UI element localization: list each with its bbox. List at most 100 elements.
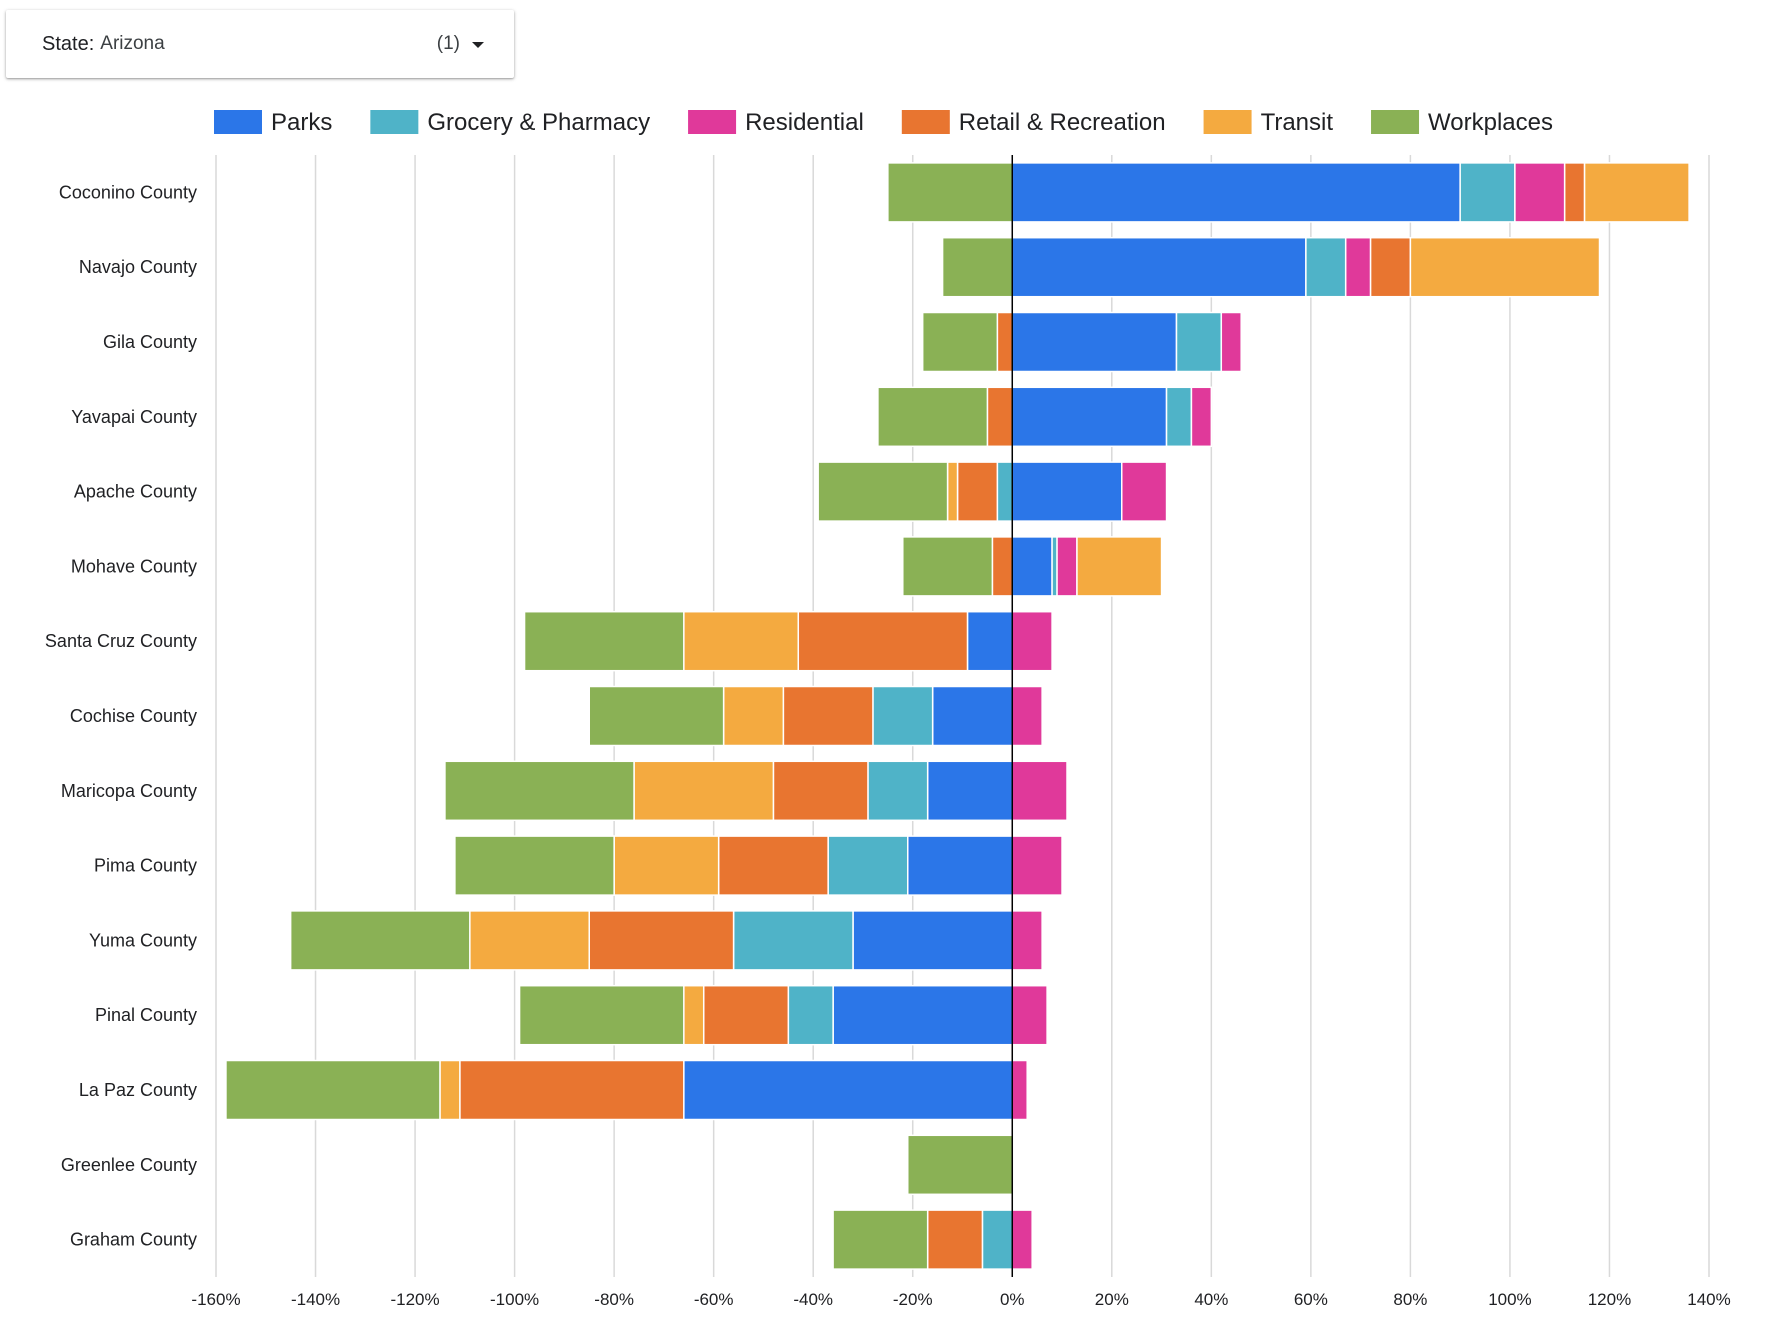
x-tick-label: 0% <box>1000 1290 1025 1309</box>
bar-residential <box>1011 685 1043 747</box>
legend-swatch <box>901 110 950 134</box>
bar-workplaces <box>832 1209 929 1270</box>
bar-grocery-pharmacy <box>1165 386 1193 448</box>
legend-label: Workplaces <box>1428 109 1553 136</box>
legend-swatch <box>688 110 737 134</box>
bar-parks <box>1011 386 1168 448</box>
x-tick-label: -60% <box>694 1290 734 1309</box>
bar-transit <box>1409 236 1601 298</box>
category-label: Graham County <box>70 1230 197 1250</box>
bar-retail-recreation <box>991 536 1014 597</box>
bar-transit <box>633 760 775 822</box>
bar-residential <box>1011 1059 1028 1121</box>
bar-transit <box>1583 162 1690 223</box>
filter-label: State: <box>42 32 95 55</box>
bar-parks <box>1011 236 1307 298</box>
bar-grocery-pharmacy <box>872 685 934 747</box>
bar-workplaces <box>444 760 635 822</box>
bar-workplaces <box>907 1134 1014 1196</box>
bar-retail-recreation <box>1563 162 1586 223</box>
legend-swatch <box>214 110 262 134</box>
bar-residential <box>1344 236 1372 298</box>
bar-workplaces <box>289 910 471 971</box>
bar-grocery-pharmacy <box>827 835 909 896</box>
bar-parks <box>1011 461 1123 522</box>
category-label: Cochise County <box>70 706 197 726</box>
bar-workplaces <box>523 610 685 672</box>
legend-swatch <box>370 110 419 134</box>
bar-transit <box>722 685 785 747</box>
category-label: Yuma County <box>89 930 197 950</box>
bar-retail-recreation <box>996 311 1014 373</box>
bar-grocery-pharmacy <box>981 1209 1014 1270</box>
category-label: Coconino County <box>59 182 197 202</box>
x-tick-label: 20% <box>1095 1290 1129 1309</box>
x-tick-label: -80% <box>594 1290 634 1309</box>
bar-retail-recreation <box>1369 236 1412 298</box>
x-tick-label: 120% <box>1588 1290 1631 1309</box>
bar-grocery-pharmacy <box>732 910 854 971</box>
bar-transit <box>1076 536 1163 597</box>
category-label: Gila County <box>103 332 197 352</box>
x-tick-label: -20% <box>893 1290 933 1309</box>
bar-residential <box>1011 760 1068 822</box>
bar-workplaces <box>588 685 725 747</box>
bar-workplaces <box>941 236 1014 298</box>
bar-workplaces <box>877 386 989 448</box>
bar-residential <box>1056 536 1078 597</box>
bar-grocery-pharmacy <box>1305 236 1347 298</box>
bar-parks <box>926 760 1014 822</box>
x-tick-label: -160% <box>191 1290 240 1309</box>
category-label: Apache County <box>74 482 197 502</box>
x-tick-label: -120% <box>390 1290 439 1309</box>
bar-transit <box>439 1059 461 1121</box>
bar-retail-recreation <box>797 610 969 672</box>
bar-retail-recreation <box>459 1059 685 1121</box>
bar-transit <box>946 461 959 522</box>
bar-workplaces <box>887 162 1014 223</box>
category-label: Yavapai County <box>71 407 197 427</box>
bar-workplaces <box>902 536 994 597</box>
x-tick-label: 140% <box>1687 1290 1730 1309</box>
legend-label: Grocery & Pharmacy <box>427 109 650 136</box>
bar-residential <box>1220 311 1242 373</box>
legend-label: Retail & Recreation <box>959 109 1166 136</box>
chevron-down-icon[interactable] <box>472 42 484 48</box>
bar-retail-recreation <box>956 461 999 522</box>
bar-residential <box>1514 162 1566 223</box>
bar-parks <box>852 910 1014 971</box>
legend-label: Residential <box>745 109 864 136</box>
x-tick-label: 40% <box>1194 1290 1228 1309</box>
x-tick-label: -140% <box>291 1290 340 1309</box>
bar-workplaces <box>454 835 615 896</box>
bar-grocery-pharmacy <box>867 760 929 822</box>
legend-label: Transit <box>1261 109 1334 136</box>
bar-retail-recreation <box>782 685 874 747</box>
state-filter-control[interactable]: State: Arizona (1) <box>6 10 514 78</box>
category-label: Pima County <box>94 856 197 876</box>
bar-transit <box>683 610 800 672</box>
bar-parks <box>1011 162 1461 223</box>
bar-retail-recreation <box>717 835 829 896</box>
bar-parks <box>966 610 1014 672</box>
legend-label: Parks <box>271 109 332 136</box>
bar-residential <box>1011 835 1063 896</box>
bar-parks <box>907 835 1014 896</box>
bar-grocery-pharmacy <box>1459 162 1516 223</box>
legend-swatch <box>1203 110 1252 134</box>
bar-parks <box>1011 536 1053 597</box>
bar-parks <box>683 1059 1014 1121</box>
x-tick-label: 60% <box>1294 1290 1328 1309</box>
bar-transit <box>683 984 705 1046</box>
x-tick-label: 100% <box>1488 1290 1531 1309</box>
category-label: Santa Cruz County <box>45 631 197 651</box>
bar-workplaces <box>225 1059 441 1121</box>
x-tick-label: -40% <box>793 1290 833 1309</box>
legend-swatch <box>1371 110 1420 134</box>
bar-retail-recreation <box>772 760 869 822</box>
category-label: Navajo County <box>79 257 197 277</box>
bar-grocery-pharmacy <box>1175 311 1223 373</box>
bar-workplaces <box>921 311 999 373</box>
filter-selected-value: Arizona <box>100 33 165 54</box>
